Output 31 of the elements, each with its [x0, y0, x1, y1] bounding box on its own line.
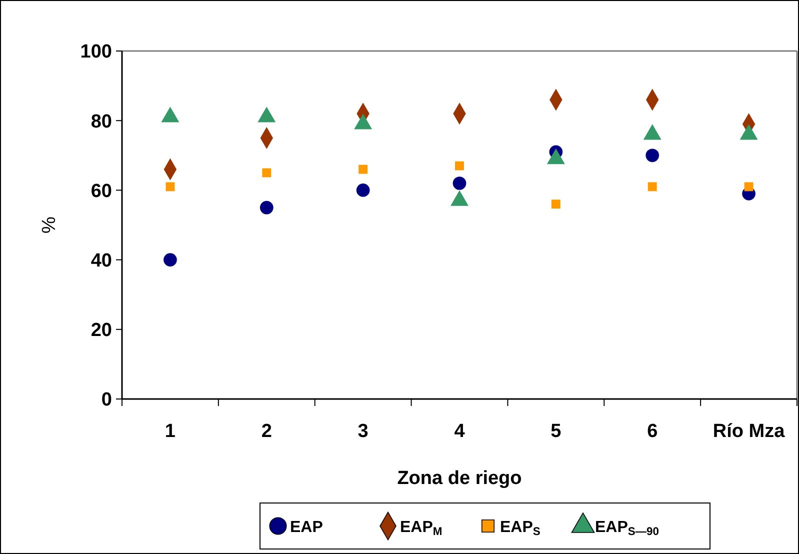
point [262, 168, 272, 178]
point [646, 148, 660, 162]
x-tick-label: 2 [261, 421, 272, 442]
legend-label: EAP$_{S}$ [500, 519, 541, 538]
x-tick-label: 4 [454, 421, 466, 442]
x-axis-title: Zona de riego [397, 468, 522, 489]
point [358, 164, 368, 174]
x-tick-label: Río Mza [712, 421, 786, 442]
x-tick-label: 1 [164, 421, 176, 442]
point [452, 176, 466, 190]
legend-label: EAP$_{M}$ [400, 519, 442, 538]
y-tick-label: 40 [90, 250, 112, 272]
y-tick-label: 60 [90, 180, 112, 202]
point [166, 182, 175, 192]
point [648, 182, 657, 192]
y-tick-label: 20 [90, 320, 112, 342]
legend-label: EAP [290, 519, 324, 536]
legend-label: EAP$_{S—90}$ [595, 519, 659, 538]
point [455, 161, 464, 170]
point [356, 184, 370, 197]
y-tick-label: 80 [90, 111, 112, 132]
point [551, 200, 560, 209]
point [260, 200, 274, 214]
y-tick-label: 0 [101, 390, 112, 411]
x-tick-label: 5 [550, 421, 562, 442]
point [744, 182, 754, 192]
x-tick-label: 3 [358, 421, 368, 442]
point [164, 253, 177, 266]
y-axis-title: % [39, 216, 60, 234]
x-tick-label: 6 [647, 421, 658, 442]
y-tick-label: 100 [80, 42, 112, 63]
